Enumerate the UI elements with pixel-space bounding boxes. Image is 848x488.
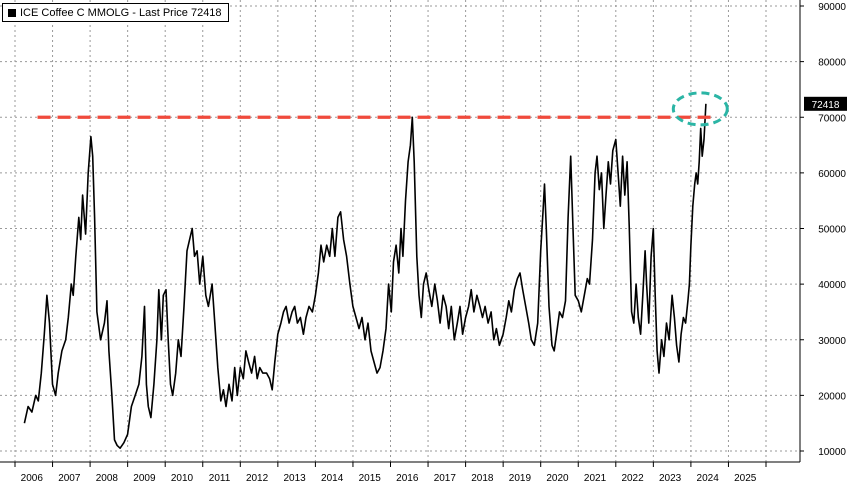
y-tick-label: 20000 (818, 391, 846, 402)
y-tick-label: 10000 (818, 447, 846, 458)
x-tick-label: 2015 (359, 473, 382, 484)
reference-layer (37, 91, 729, 127)
highlight-ellipse (671, 91, 729, 127)
x-tick-label: 2024 (697, 473, 720, 484)
last-value-layer: 72418 (804, 96, 847, 111)
series-line (23, 103, 707, 449)
x-tick-label: 2010 (171, 473, 194, 484)
x-tick-label: 2023 (659, 473, 682, 484)
x-tick-label: 2011 (209, 473, 231, 484)
y-axis: 10000 20000 30000 40000 50000 60000 70000 80000… (800, 2, 846, 458)
x-tick-label: 2012 (246, 473, 269, 484)
x-tick-label: 2022 (621, 473, 644, 484)
x-tick-label: 2019 (509, 473, 532, 484)
x-axis: 2006 2007 2008 2009 2010 2011 2012 2013 2014 2015… (14, 462, 767, 484)
legend: ICE Coffee C MMOLG - Last Price 72418 (2, 3, 229, 22)
y-tick-label: 50000 (818, 225, 846, 236)
last-value-box (804, 96, 847, 111)
x-tick-label: 2013 (284, 473, 307, 484)
x-tick-label: 2007 (58, 473, 81, 484)
x-tick-label: 2021 (584, 473, 607, 484)
x-tick-label: 2020 (546, 473, 569, 484)
x-tick-label: 2009 (133, 473, 156, 484)
y-tick-label: 30000 (818, 336, 846, 347)
plot-area (0, 0, 800, 462)
y-tick-label: 40000 (818, 280, 846, 291)
last-value-label: 72418 (812, 100, 840, 111)
x-tick-label: 2016 (396, 473, 419, 484)
x-tick-label: 2018 (471, 473, 494, 484)
x-tick-label: 2025 (734, 473, 757, 484)
series-layer (23, 103, 707, 449)
y-tick-label: 80000 (818, 58, 846, 69)
legend-label: ICE Coffee C MMOLG - Last Price 72418 (20, 6, 222, 19)
y-tick-label: 60000 (818, 169, 846, 180)
y-tick-label: 70000 (818, 113, 846, 124)
x-tick-label: 2017 (434, 473, 457, 484)
y-tick-label: 90000 (818, 2, 846, 13)
legend-swatch (8, 8, 16, 17)
x-tick-label: 2006 (21, 473, 44, 484)
x-tick-label: 2008 (96, 473, 119, 484)
x-tick-label: 2014 (321, 473, 344, 484)
